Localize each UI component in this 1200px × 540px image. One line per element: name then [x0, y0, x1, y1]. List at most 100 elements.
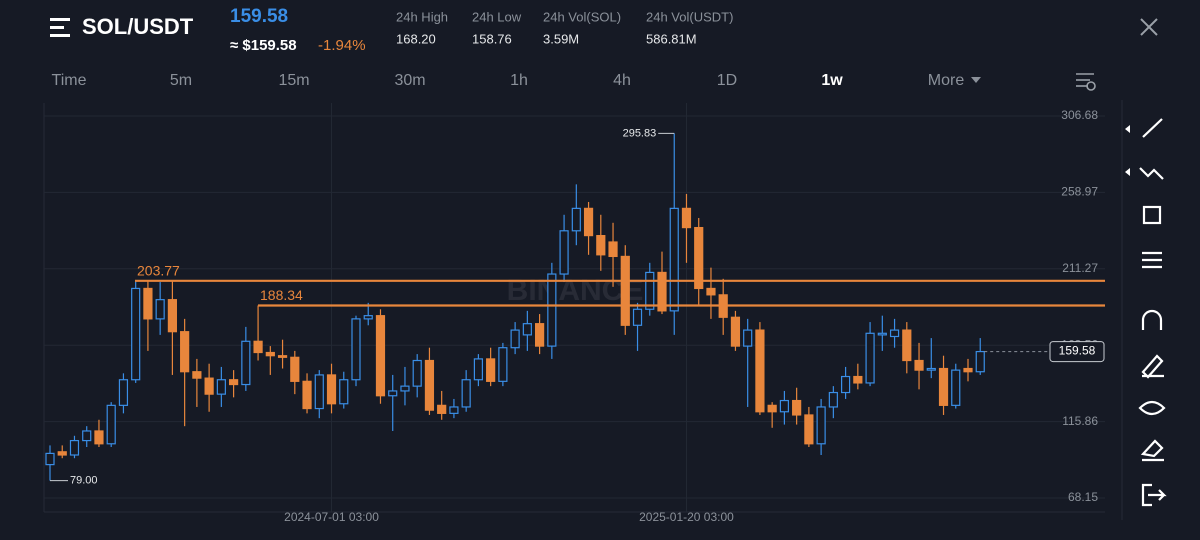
timeframe-tab[interactable]: 1h [510, 72, 528, 89]
candle-body [571, 207, 581, 232]
timeframe-tab[interactable]: 4h [613, 72, 631, 89]
stat-label: 24h Low [472, 9, 522, 24]
candle-body [241, 340, 251, 386]
candle-body [82, 430, 92, 442]
candle-body [167, 299, 177, 333]
candle-body [877, 332, 887, 336]
stat-label: 24h Vol(SOL) [543, 9, 621, 24]
expand-arrow[interactable] [1125, 125, 1130, 133]
stat-value: 586.81M [646, 31, 697, 46]
trend-line-tool[interactable] [1142, 118, 1163, 138]
candle-body [779, 399, 790, 413]
candle-body [681, 207, 692, 229]
candle-body [889, 329, 900, 338]
candle-body [804, 414, 814, 445]
candle-body [694, 226, 704, 290]
candle-body [290, 356, 300, 382]
last-price: 159.58 [230, 6, 288, 27]
pair: SOL/USDT [82, 14, 194, 39]
candle-body [975, 350, 985, 373]
candle-body [963, 367, 973, 373]
candle-body [498, 347, 508, 382]
candle-body [583, 207, 594, 237]
magnet-tool[interactable] [1141, 309, 1163, 330]
stat-value: 3.59M [543, 31, 579, 46]
candle-body [118, 379, 129, 406]
toolbar [1125, 118, 1167, 507]
eye-tool[interactable] [1138, 400, 1166, 416]
candle-body [473, 358, 483, 381]
candle-body [204, 377, 214, 395]
timeframe-tab[interactable]: 5m [170, 72, 192, 89]
candle-body [424, 359, 435, 411]
eraser-tool[interactable] [1140, 439, 1164, 462]
candle-body [853, 375, 863, 384]
candle-body [437, 404, 447, 414]
candle-body [106, 404, 116, 445]
price-level-label: 188.34 [260, 287, 303, 303]
candle-body [559, 230, 569, 275]
candle-body [363, 315, 373, 320]
change: -1.94% [318, 37, 366, 54]
candle-body [265, 351, 275, 357]
candle-body [645, 271, 655, 310]
low-label: 79.00 [70, 475, 98, 487]
candle-body [277, 355, 288, 358]
fib-tool[interactable] [1139, 167, 1164, 180]
expand-arrow[interactable] [1125, 168, 1130, 176]
candle-body [522, 323, 532, 336]
candle-body [388, 390, 398, 397]
candle-body [596, 234, 606, 256]
settings-icon[interactable] [1076, 73, 1096, 91]
candle-body [510, 329, 520, 349]
candle-body [143, 287, 153, 320]
y-tick-label: 211.27 [1062, 261, 1098, 275]
candle-body [131, 287, 141, 381]
candle-body [253, 340, 263, 354]
timeframe-tab[interactable]: Time [52, 72, 87, 89]
timeframe-tab[interactable]: 15m [278, 72, 309, 89]
candle-body [828, 391, 838, 408]
candle-body [216, 379, 226, 395]
stat-value: 168.20 [396, 31, 436, 46]
stat-label: 24h Vol(USDT) [646, 9, 733, 24]
timeframe-tab[interactable]: 30m [394, 72, 425, 89]
timeframe-tab[interactable]: 1D [717, 72, 737, 89]
y-tick-label: 68.15 [1068, 490, 1098, 504]
candle-body [45, 452, 55, 466]
candle-body [669, 207, 679, 312]
watermark: BINANCE [507, 274, 644, 307]
current-price-label: 159.58 [1059, 344, 1096, 358]
candle-body [632, 308, 643, 326]
candle-body [547, 273, 557, 347]
approx-price: ≈ $159.58 [230, 37, 297, 54]
candle-body [951, 369, 961, 406]
candle-body [914, 359, 924, 371]
menu-icon[interactable] [50, 18, 70, 37]
timeframe-tab[interactable]: More [928, 72, 965, 89]
shape-tool[interactable] [1142, 205, 1162, 225]
candle-body [229, 379, 239, 386]
candle-body [767, 404, 777, 413]
pen-tool[interactable] [1141, 354, 1164, 379]
candle-body [94, 430, 104, 445]
timeframe-tab[interactable]: 1w [821, 72, 843, 89]
candle-body [412, 359, 422, 387]
high-label: 295.83 [623, 127, 657, 139]
candle-body [620, 255, 630, 326]
indicator-tool[interactable] [1142, 251, 1162, 269]
close-icon[interactable] [1140, 18, 1158, 36]
y-tick-label: 306.68 [1061, 108, 1098, 122]
candle-body [351, 318, 361, 381]
candle-body [57, 451, 67, 456]
candle-body [608, 241, 618, 258]
candle-body [534, 323, 545, 347]
candle-body [192, 371, 202, 379]
candle-body [816, 406, 826, 445]
candle-body [743, 329, 753, 347]
candle-body [449, 406, 459, 414]
candle-body [706, 287, 716, 296]
candle-body [326, 374, 337, 405]
exit-tool[interactable] [1141, 483, 1167, 507]
